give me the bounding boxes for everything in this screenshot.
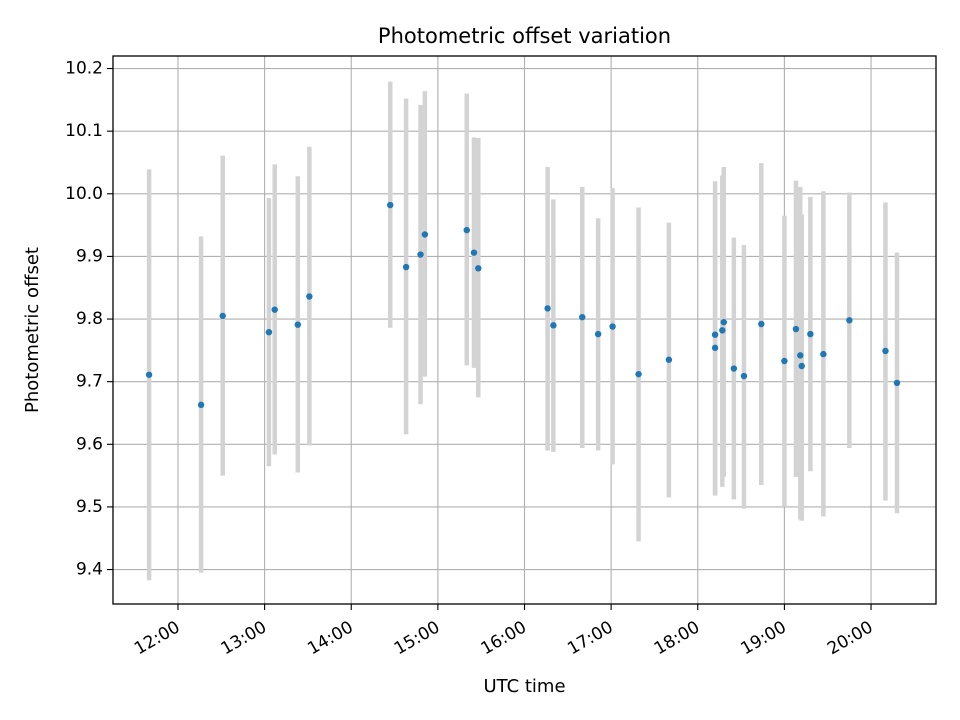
- data-point: [475, 265, 482, 272]
- data-point: [609, 323, 616, 330]
- data-point: [807, 330, 814, 338]
- data-point: [387, 201, 394, 209]
- data-point: [421, 231, 429, 238]
- y-tick-label: 9.4: [76, 560, 103, 580]
- data-point: [145, 371, 153, 378]
- data-point: [792, 325, 800, 333]
- data-point: [820, 350, 827, 358]
- data-point: [197, 401, 205, 409]
- data-point: [635, 370, 642, 378]
- data-point: [740, 372, 748, 380]
- data-point: [846, 317, 853, 324]
- data-point: [719, 327, 726, 334]
- data-point: [265, 328, 273, 336]
- y-tick-label: 10.0: [65, 184, 103, 204]
- data-point: [417, 251, 424, 258]
- data-point: [665, 356, 673, 363]
- data-point: [711, 331, 719, 338]
- y-axis-label: Photometric offset: [22, 247, 43, 413]
- data-point: [294, 321, 302, 328]
- chart-title: Photometric offset variation: [378, 24, 671, 48]
- y-tick-label: 10.1: [65, 121, 103, 141]
- data-point: [402, 263, 410, 271]
- data-point: [463, 226, 470, 234]
- data-point: [594, 330, 602, 338]
- data-point: [544, 305, 551, 312]
- data-point: [781, 357, 788, 365]
- data-point: [711, 344, 719, 352]
- y-tick-label: 9.9: [76, 246, 103, 266]
- data-point: [470, 249, 478, 256]
- data-point: [550, 322, 557, 329]
- y-tick-label: 10.2: [65, 59, 103, 79]
- point-layer: [145, 201, 901, 409]
- y-tick-label: 9.5: [76, 497, 103, 517]
- y-tick-label: 9.6: [76, 434, 103, 454]
- data-point: [798, 362, 805, 370]
- data-point: [720, 318, 727, 326]
- data-point: [306, 293, 313, 300]
- y-tick-label: 9.8: [76, 309, 103, 329]
- y-tick-label: 9.7: [76, 372, 103, 392]
- data-point: [219, 312, 226, 320]
- data-point: [758, 320, 765, 328]
- data-point: [882, 347, 889, 355]
- data-point: [730, 365, 738, 372]
- data-point: [797, 352, 804, 359]
- data-point: [271, 306, 278, 313]
- x-axis-label: UTC time: [483, 676, 565, 697]
- y-axis: 9.4 9.5 9.6 9.7 9.8 9.9 10.0 10.1 10.2: [65, 59, 113, 580]
- data-point: [579, 313, 586, 321]
- data-point: [893, 379, 901, 387]
